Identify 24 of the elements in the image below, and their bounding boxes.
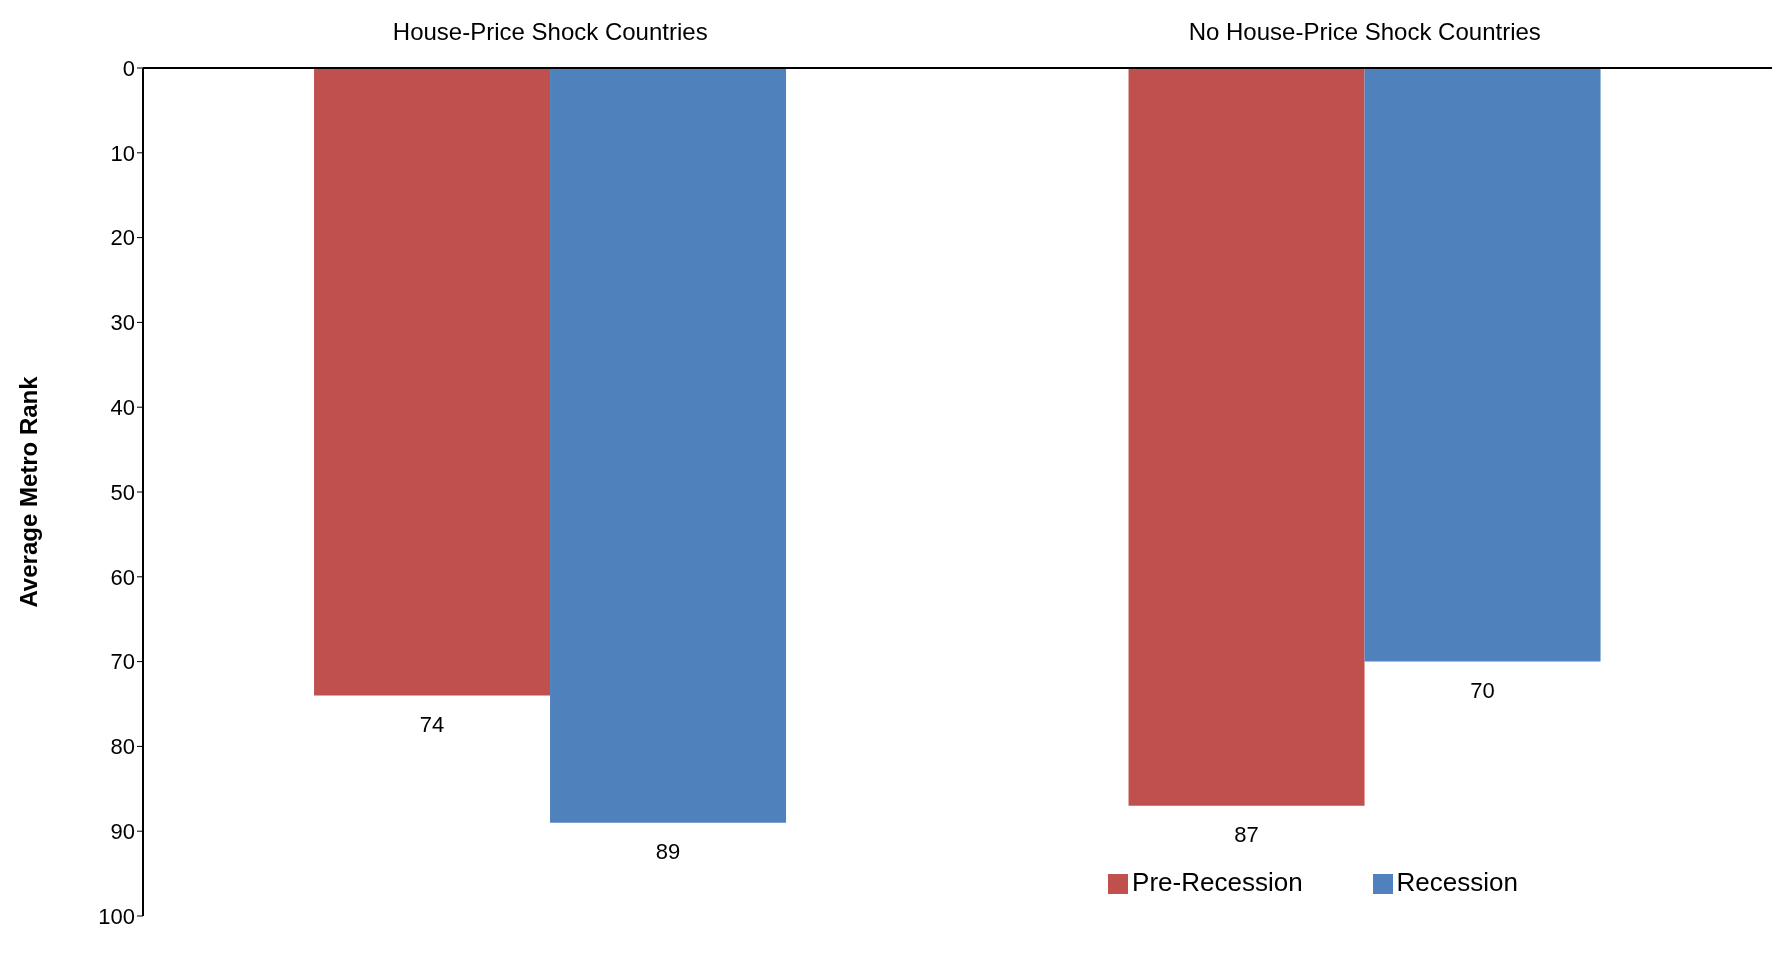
bar	[550, 68, 787, 823]
y-tick-label: 70	[110, 649, 135, 675]
bar	[314, 68, 551, 696]
data-label: 74	[419, 711, 445, 737]
data-label: 70	[1470, 677, 1495, 703]
y-tick-label: 90	[110, 819, 135, 845]
x-tick-label: House-Price Shock Countries	[392, 18, 708, 45]
y-tick-label: 50	[110, 479, 135, 505]
y-tick-label: 100	[98, 903, 135, 929]
y-tick-label: 20	[110, 225, 135, 251]
bar	[1128, 68, 1365, 806]
y-tick-label: 10	[110, 140, 135, 166]
legend-label: Pre-Recession	[1132, 867, 1303, 897]
y-tick-label: 60	[110, 564, 135, 590]
data-label: 89	[655, 838, 681, 864]
bar	[1364, 68, 1601, 662]
x-tick-label: No House-Price Shock Countries	[1188, 18, 1541, 45]
legend-label: Recession	[1396, 867, 1518, 897]
y-tick-label: 30	[110, 310, 135, 336]
y-axis-title: Average Metro Rank	[14, 375, 42, 608]
y-tick-label: 80	[110, 734, 135, 760]
data-label: 87	[1234, 821, 1259, 847]
y-tick-label: 40	[110, 395, 135, 421]
y-tick-label: 0	[122, 55, 135, 81]
